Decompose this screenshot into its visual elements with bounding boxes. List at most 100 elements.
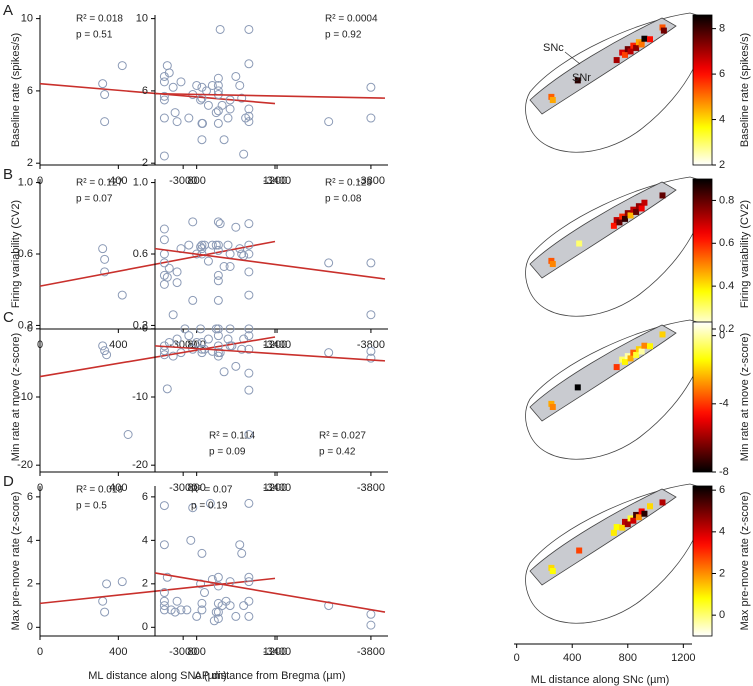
colorbar-label: Max pre-move rate (z-score) xyxy=(739,492,751,631)
point xyxy=(244,249,254,259)
heat-cell xyxy=(610,222,617,229)
point xyxy=(219,367,229,377)
point xyxy=(211,108,221,118)
point xyxy=(225,262,235,271)
region-label: SNc xyxy=(543,42,564,54)
heat-cell xyxy=(549,568,556,575)
point xyxy=(98,596,108,606)
colorbar-tick-label: 0 xyxy=(719,609,725,621)
point xyxy=(159,77,169,87)
point xyxy=(159,596,169,606)
point xyxy=(213,245,223,255)
colorbar-tick-label: 0 xyxy=(719,330,725,342)
point xyxy=(159,279,169,289)
point xyxy=(168,82,178,92)
heat-cell xyxy=(659,24,666,31)
point xyxy=(159,501,169,511)
point xyxy=(159,540,169,550)
panel-label: C xyxy=(3,309,14,326)
point xyxy=(244,611,254,621)
point xyxy=(225,104,235,114)
x-tick-label: -3800 xyxy=(357,339,385,351)
colorbar-tick-label: 0.8 xyxy=(719,194,734,206)
point xyxy=(159,605,169,615)
x-tick-label: 800 xyxy=(187,482,205,494)
point xyxy=(213,331,223,341)
point xyxy=(244,104,254,114)
point xyxy=(176,605,186,615)
point xyxy=(231,71,241,81)
point xyxy=(231,611,241,621)
heat-cell xyxy=(613,524,620,531)
y-tick-label: 10 xyxy=(21,13,33,25)
colorbar-tick-label: 0.4 xyxy=(719,280,734,292)
point xyxy=(213,240,223,250)
point xyxy=(196,324,206,334)
x-axis-label: AP distance from Bregma (µm) xyxy=(194,670,345,682)
point xyxy=(213,572,223,582)
point xyxy=(213,118,223,128)
point xyxy=(172,596,182,606)
point xyxy=(235,80,245,90)
x-tick-label: 1200 xyxy=(671,652,695,664)
heat-cell xyxy=(622,51,628,58)
point xyxy=(213,73,223,83)
y-axis-label: Min rate at move (z-score) xyxy=(10,333,22,461)
point xyxy=(215,24,225,34)
stat-label: p = 0.51 xyxy=(76,30,113,41)
heat-cell xyxy=(641,35,648,42)
x-tick-label: 800 xyxy=(187,175,205,187)
point xyxy=(244,240,254,250)
x-tick-label: 0 xyxy=(514,652,520,664)
point xyxy=(159,113,169,123)
point xyxy=(225,324,235,334)
heat-cell xyxy=(622,215,628,222)
point xyxy=(366,620,376,630)
stat-label: R² = 0.018 xyxy=(76,14,123,25)
point xyxy=(176,77,186,87)
point xyxy=(98,244,108,254)
point xyxy=(172,267,182,277)
colorbar-label: Min rate at move (z-score) xyxy=(739,333,751,461)
stat-label: R² = 0.0004 xyxy=(325,14,378,25)
point xyxy=(244,385,254,395)
point xyxy=(366,113,376,123)
colorbar-tick-label: 0.2 xyxy=(719,323,734,335)
colorbar-tick-label: 2 xyxy=(719,159,725,171)
point xyxy=(237,548,247,558)
region-label: SNr xyxy=(572,72,591,84)
y-tick-label: 2 xyxy=(142,157,148,169)
fit-line xyxy=(154,345,386,362)
point xyxy=(197,135,207,145)
fit-line xyxy=(154,92,386,99)
point xyxy=(244,290,254,300)
point xyxy=(244,219,254,229)
point xyxy=(197,605,207,615)
stat-label: p = 0.07 xyxy=(76,194,113,205)
point xyxy=(98,79,108,89)
x-tick-label: 400 xyxy=(109,482,127,494)
point xyxy=(213,607,223,617)
point xyxy=(159,95,169,105)
point xyxy=(213,106,223,116)
y-tick-label: 0.6 xyxy=(133,248,148,260)
point xyxy=(172,278,182,288)
point xyxy=(213,270,223,280)
point xyxy=(182,605,192,615)
point xyxy=(192,80,202,90)
point xyxy=(223,240,233,250)
point xyxy=(244,596,254,606)
point xyxy=(203,256,213,266)
panel-label: B xyxy=(3,166,13,183)
point xyxy=(172,117,182,127)
point xyxy=(366,258,376,268)
heat-cell xyxy=(549,404,556,411)
point xyxy=(244,267,254,277)
heat-cell xyxy=(627,355,634,362)
point xyxy=(244,331,254,341)
heat-cell xyxy=(574,77,581,84)
point xyxy=(100,346,110,356)
point xyxy=(366,310,376,320)
y-tick-label: 0.2 xyxy=(18,319,33,331)
colorbar xyxy=(692,485,713,637)
